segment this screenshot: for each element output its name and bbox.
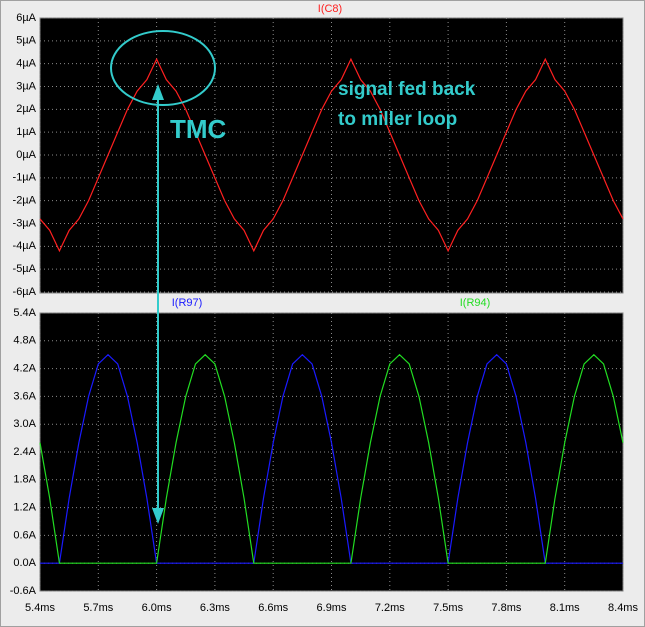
x-tick-label: 6.0ms: [142, 602, 172, 614]
highlight-ellipse: [110, 30, 216, 106]
y-tick-label: 4.2A: [13, 363, 36, 375]
series-line: [39, 57, 624, 253]
annotation: TMC: [170, 114, 227, 144]
plots: 6µA 5µA 4µA 3µA 2µA 1µA 0µA -1µA -2µA -3µA -4µA -5µ…: [10, 3, 639, 614]
x-tick-label: 5.4ms: [25, 602, 55, 614]
x-tick-label: 7.2ms: [375, 602, 405, 614]
y-tick-label: 4.8A: [13, 335, 36, 347]
y-tick-label: 0.6A: [13, 529, 36, 541]
y-tick-label: -0.6A: [10, 585, 37, 597]
y-tick-label: 1.8A: [13, 474, 36, 486]
annotation-shapes: [110, 30, 216, 524]
y-tick-label: 1µA: [16, 126, 36, 138]
y-tick-label: 2µA: [16, 103, 36, 115]
y-tick-label: 5.4A: [13, 307, 36, 319]
y-tick-label: 1.2A: [13, 502, 36, 514]
y-tick-label: 2.4A: [13, 446, 36, 458]
y-tick-label: -2µA: [13, 195, 37, 207]
x-tick-label: 7.5ms: [433, 602, 463, 614]
y-tick-label: 5µA: [16, 35, 36, 47]
annotation: signal fed back: [338, 79, 476, 100]
arrow-head: [152, 508, 164, 524]
y-tick-label: 0µA: [16, 149, 36, 161]
legend-label: I(C8): [318, 3, 342, 15]
x-tick-label: 8.4ms: [608, 602, 638, 614]
y-tick-label: 6µA: [16, 12, 36, 24]
x-tick-label: 6.3ms: [200, 602, 230, 614]
annotation: to miller loop: [338, 109, 457, 130]
x-tick-label: 7.8ms: [491, 602, 521, 614]
series-line: [40, 353, 623, 564]
y-tick-label: -5µA: [13, 263, 37, 275]
y-tick-label: -4µA: [13, 240, 37, 252]
x-tick-label: 8.1ms: [550, 602, 580, 614]
plot-area: [39, 17, 624, 294]
legend-label: I(R94): [460, 297, 491, 309]
arrow-head: [152, 84, 164, 100]
x-tick-label: 6.6ms: [258, 602, 288, 614]
y-tick-label: 4µA: [16, 58, 36, 70]
y-tick-label: 0.0A: [13, 557, 36, 569]
y-tick-label: -3µA: [13, 217, 37, 229]
series-line: [39, 353, 624, 564]
x-tick-label: 5.7ms: [83, 602, 113, 614]
y-tick-label: -6µA: [13, 286, 37, 298]
y-tick-label: 3.0A: [13, 418, 36, 430]
y-tick-label: 3µA: [16, 80, 36, 92]
x-tick-label: 6.9ms: [317, 602, 347, 614]
legend-label: I(R97): [172, 297, 203, 309]
plot-area: [39, 312, 624, 592]
y-tick-label: 3.6A: [13, 390, 36, 402]
y-tick-label: -1µA: [13, 172, 37, 184]
